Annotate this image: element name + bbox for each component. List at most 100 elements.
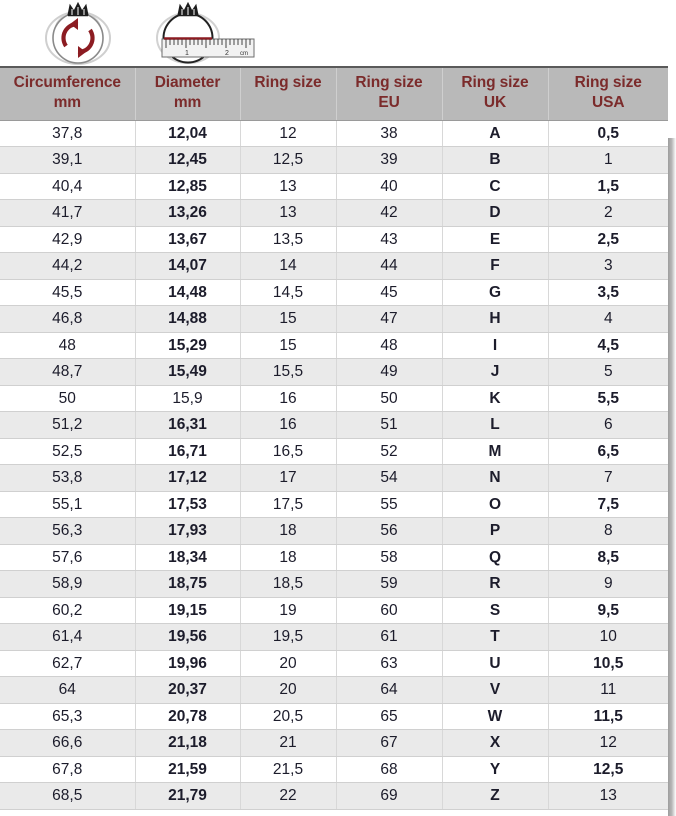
cell-r24-c4: Y (442, 756, 549, 784)
cell-r0-c1: 12,04 (135, 120, 241, 148)
cell-r4-c3: 43 (336, 226, 443, 254)
cell-r1-c5: 1 (548, 146, 668, 174)
cell-r19-c4: T (442, 623, 549, 651)
table-row: 56,3 17,93 18 56 P 8 (0, 517, 668, 545)
cell-r24-c0: 67,8 (0, 756, 136, 784)
cell-r18-c0: 60,2 (0, 597, 136, 625)
svg-text:2: 2 (225, 50, 229, 57)
cell-r5-c0: 44,2 (0, 252, 136, 280)
cell-r12-c4: M (442, 438, 549, 466)
cell-r16-c0: 57,6 (0, 544, 136, 572)
cell-r25-c0: 68,5 (0, 782, 136, 810)
cell-r10-c1: 15,9 (135, 385, 241, 413)
cell-r7-c4: H (442, 305, 549, 333)
table-row: 64 20,37 20 64 V 11 (0, 676, 668, 704)
cell-r7-c0: 46,8 (0, 305, 136, 333)
cell-r2-c5: 1,5 (548, 173, 668, 201)
cell-r6-c0: 45,5 (0, 279, 136, 307)
cell-r13-c0: 53,8 (0, 464, 136, 492)
table-row: 39,1 12,45 12,5 39 B 1 (0, 146, 668, 174)
column-header-0: Circumference mm (0, 67, 136, 121)
cell-r6-c1: 14,48 (135, 279, 241, 307)
cell-r17-c4: R (442, 570, 549, 598)
cell-r4-c4: E (442, 226, 549, 254)
cell-r21-c4: V (442, 676, 549, 704)
cell-r18-c2: 19 (240, 597, 337, 625)
cell-r2-c2: 13 (240, 173, 337, 201)
column-header-unit: mm (53, 94, 81, 112)
cell-r11-c0: 51,2 (0, 411, 136, 439)
table-row: 62,7 19,96 20 63 U 10,5 (0, 650, 668, 678)
table-row: 65,3 20,78 20,5 65 W 11,5 (0, 703, 668, 731)
table-row: 53,8 17,12 17 54 N 7 (0, 464, 668, 492)
cell-r23-c2: 21 (240, 729, 337, 757)
cell-r22-c1: 20,78 (135, 703, 241, 731)
cell-r21-c5: 11 (548, 676, 668, 704)
cell-r24-c5: 12,5 (548, 756, 668, 784)
column-header-title: Circumference (13, 74, 121, 91)
cell-r20-c0: 62,7 (0, 650, 136, 678)
cell-r23-c0: 66,6 (0, 729, 136, 757)
cell-r6-c2: 14,5 (240, 279, 337, 307)
column-header-title: Ring size (355, 74, 423, 91)
cell-r10-c5: 5,5 (548, 385, 668, 413)
cell-r7-c2: 15 (240, 305, 337, 333)
cell-r4-c1: 13,67 (135, 226, 241, 254)
cell-r7-c5: 4 (548, 305, 668, 333)
table-row: 37,8 12,04 12 38 A 0,5 (0, 120, 668, 148)
cell-r19-c5: 10 (548, 623, 668, 651)
cell-r8-c5: 4,5 (548, 332, 668, 360)
cell-r18-c1: 19,15 (135, 597, 241, 625)
cell-r3-c0: 41,7 (0, 199, 136, 227)
ring-circumference-illustration (22, 0, 134, 71)
cell-r25-c1: 21,79 (135, 782, 241, 810)
cell-r6-c4: G (442, 279, 549, 307)
column-header-4: Ring size UK (442, 67, 549, 121)
cell-r13-c4: N (442, 464, 549, 492)
table-row: 40,4 12,85 13 40 C 1,5 (0, 173, 668, 201)
cell-r9-c3: 49 (336, 358, 443, 386)
cell-r22-c2: 20,5 (240, 703, 337, 731)
cell-r4-c0: 42,9 (0, 226, 136, 254)
cell-r0-c4: A (442, 120, 549, 148)
cell-r10-c3: 50 (336, 385, 443, 413)
cell-r20-c4: U (442, 650, 549, 678)
cell-r12-c0: 52,5 (0, 438, 136, 466)
cell-r16-c2: 18 (240, 544, 337, 572)
cell-r9-c1: 15,49 (135, 358, 241, 386)
illustration-row: 1 2 cm (0, 0, 676, 66)
cell-r21-c2: 20 (240, 676, 337, 704)
cell-r17-c3: 59 (336, 570, 443, 598)
cell-r0-c3: 38 (336, 120, 443, 148)
cell-r1-c0: 39,1 (0, 146, 136, 174)
cell-r8-c0: 48 (0, 332, 136, 360)
column-header-1: Diameter mm (135, 67, 241, 121)
table-row: 48,7 15,49 15,5 49 J 5 (0, 358, 668, 386)
table-row: 41,7 13,26 13 42 D 2 (0, 199, 668, 227)
cell-r22-c5: 11,5 (548, 703, 668, 731)
cell-r12-c2: 16,5 (240, 438, 337, 466)
cell-r12-c5: 6,5 (548, 438, 668, 466)
cell-r13-c5: 7 (548, 464, 668, 492)
cell-r15-c2: 18 (240, 517, 337, 545)
cell-r15-c5: 8 (548, 517, 668, 545)
cell-r14-c2: 17,5 (240, 491, 337, 519)
table-row: 50 15,9 16 50 K 5,5 (0, 385, 668, 413)
ring-size-table-container: Circumference mm Diameter mm Ring size Ring … (0, 66, 676, 816)
cell-r21-c1: 20,37 (135, 676, 241, 704)
table-row: 44,2 14,07 14 44 F 3 (0, 252, 668, 280)
table-row: 42,9 13,67 13,5 43 E 2,5 (0, 226, 668, 254)
cell-r17-c0: 58,9 (0, 570, 136, 598)
cell-r8-c1: 15,29 (135, 332, 241, 360)
column-header-unit: EU (378, 94, 400, 112)
column-header-unit: UK (483, 94, 507, 112)
cell-r16-c1: 18,34 (135, 544, 241, 572)
cell-r20-c2: 20 (240, 650, 337, 678)
table-row: 51,2 16,31 16 51 L 6 (0, 411, 668, 439)
cell-r23-c4: X (442, 729, 549, 757)
cell-r14-c5: 7,5 (548, 491, 668, 519)
column-header-unit: USA (592, 94, 625, 112)
table-row: 61,4 19,56 19,5 61 T 10 (0, 623, 668, 651)
cell-r9-c5: 5 (548, 358, 668, 386)
cell-r14-c0: 55,1 (0, 491, 136, 519)
